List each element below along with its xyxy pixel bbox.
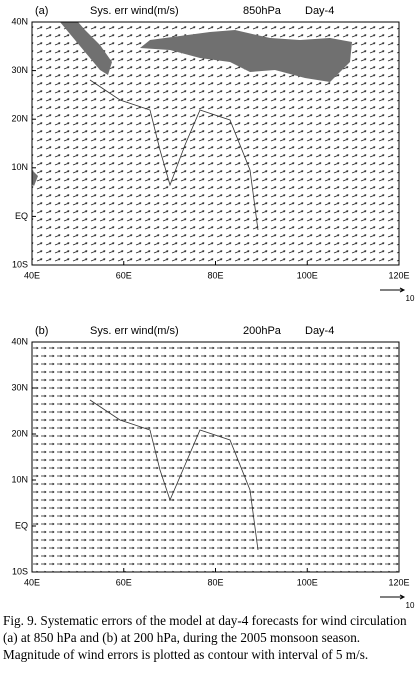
x-tick-label: 100E <box>297 577 318 587</box>
y-tick-label: 20N <box>11 114 28 124</box>
panel-level: 200hPa <box>243 325 282 337</box>
y-tick-label: 40N <box>11 16 28 26</box>
x-tick-label: 80E <box>207 577 223 587</box>
y-tick-label: EQ <box>15 520 28 530</box>
y-tick-label: 10N <box>11 162 28 172</box>
x-tick-label: 80E <box>207 270 223 280</box>
figure-caption: Fig. 9. Systematic errors of the model a… <box>3 613 407 662</box>
reference-label: 10 <box>406 601 415 610</box>
y-tick-label: 40N <box>11 336 28 346</box>
y-tick-label: 30N <box>11 65 28 75</box>
x-tick-label: 60E <box>116 270 132 280</box>
x-tick-label: 120E <box>388 270 409 280</box>
panel-title: Sys. err wind(m/s) <box>90 5 179 17</box>
panel-label: (b) <box>35 325 48 337</box>
x-tick-label: 40E <box>24 577 40 587</box>
panel-day: Day-4 <box>305 325 334 337</box>
reference-arrow-head <box>399 594 406 600</box>
figure: (a) Sys. err wind(m/s) 850hPa Day-4 40E 60E 80… <box>11 5 415 610</box>
x-tick-label: 60E <box>116 577 132 587</box>
panel-level: 850hPa <box>243 5 282 17</box>
reference-arrow-head <box>399 287 406 293</box>
y-tick-label: 10S <box>12 566 28 576</box>
panel-title: Sys. err wind(m/s) <box>90 325 179 337</box>
panel-a-map <box>31 21 400 266</box>
y-tick-label: 10N <box>11 474 28 484</box>
panel-b-map <box>31 341 400 573</box>
x-tick-label: 40E <box>24 270 40 280</box>
x-tick-label: 100E <box>297 270 318 280</box>
y-tick-label: 30N <box>11 382 28 392</box>
panel-day: Day-4 <box>305 5 334 17</box>
reference-label: 10 <box>406 294 415 303</box>
x-tick-label: 120E <box>388 577 409 587</box>
y-tick-label: EQ <box>15 211 28 221</box>
y-tick-label: 20N <box>11 428 28 438</box>
panel-label: (a) <box>35 5 48 17</box>
y-tick-label: 10S <box>12 259 28 269</box>
